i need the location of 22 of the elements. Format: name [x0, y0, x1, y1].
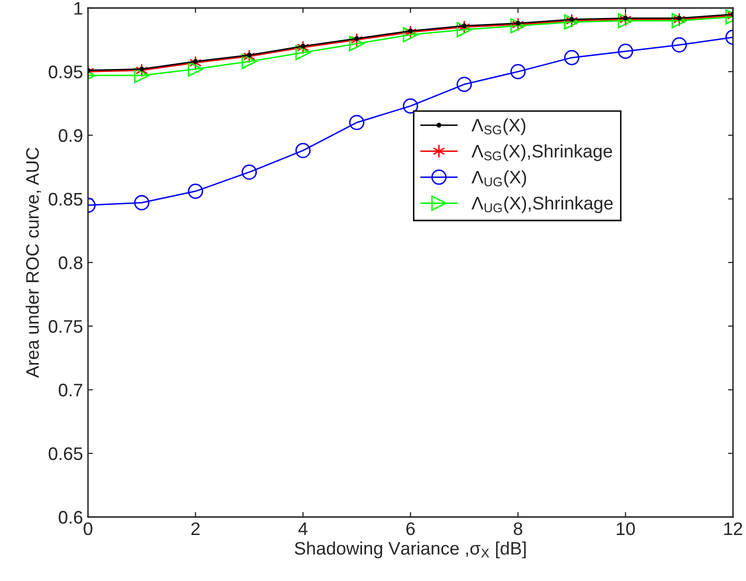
y-tick-label: 0.7 [58, 384, 82, 396]
y-tick-label: 0.6 [58, 510, 82, 524]
y-tick-label: 1 [74, 2, 82, 15]
x-tick-label: 10 [616, 522, 635, 536]
x-tick-label: 2 [191, 522, 200, 535]
y-tick-label: 0.65 [48, 447, 82, 460]
y-tick-label: 0.95 [48, 66, 82, 78]
legend-label: Λ$_{SG}$(X),Shrinkage [472, 144, 612, 162]
legend-label: Λ$_{UG}$(X),Shrinkage [472, 196, 613, 214]
legend-label: Λ$_{SG}$(X) [472, 118, 526, 136]
y-tick-label: 0.85 [48, 192, 82, 206]
legend-label: Λ$_{UG}$(X) [472, 170, 526, 188]
x-tick-label: 4 [298, 522, 308, 535]
y-axis-title: Area under ROC curve, AUC [26, 148, 42, 378]
x-axis-title: Shadowing Variance ,σ$_{X}$ [dB] [294, 541, 526, 558]
y-tick-label: 0.8 [58, 256, 82, 270]
x-tick-label: 0 [84, 522, 92, 536]
x-tick-label: 6 [406, 522, 415, 536]
x-tick-label: 12 [724, 522, 742, 535]
y-tick-label: 0.75 [48, 320, 82, 333]
y-tick-label: 0.9 [58, 129, 82, 142]
x-tick-label: 8 [514, 522, 522, 536]
